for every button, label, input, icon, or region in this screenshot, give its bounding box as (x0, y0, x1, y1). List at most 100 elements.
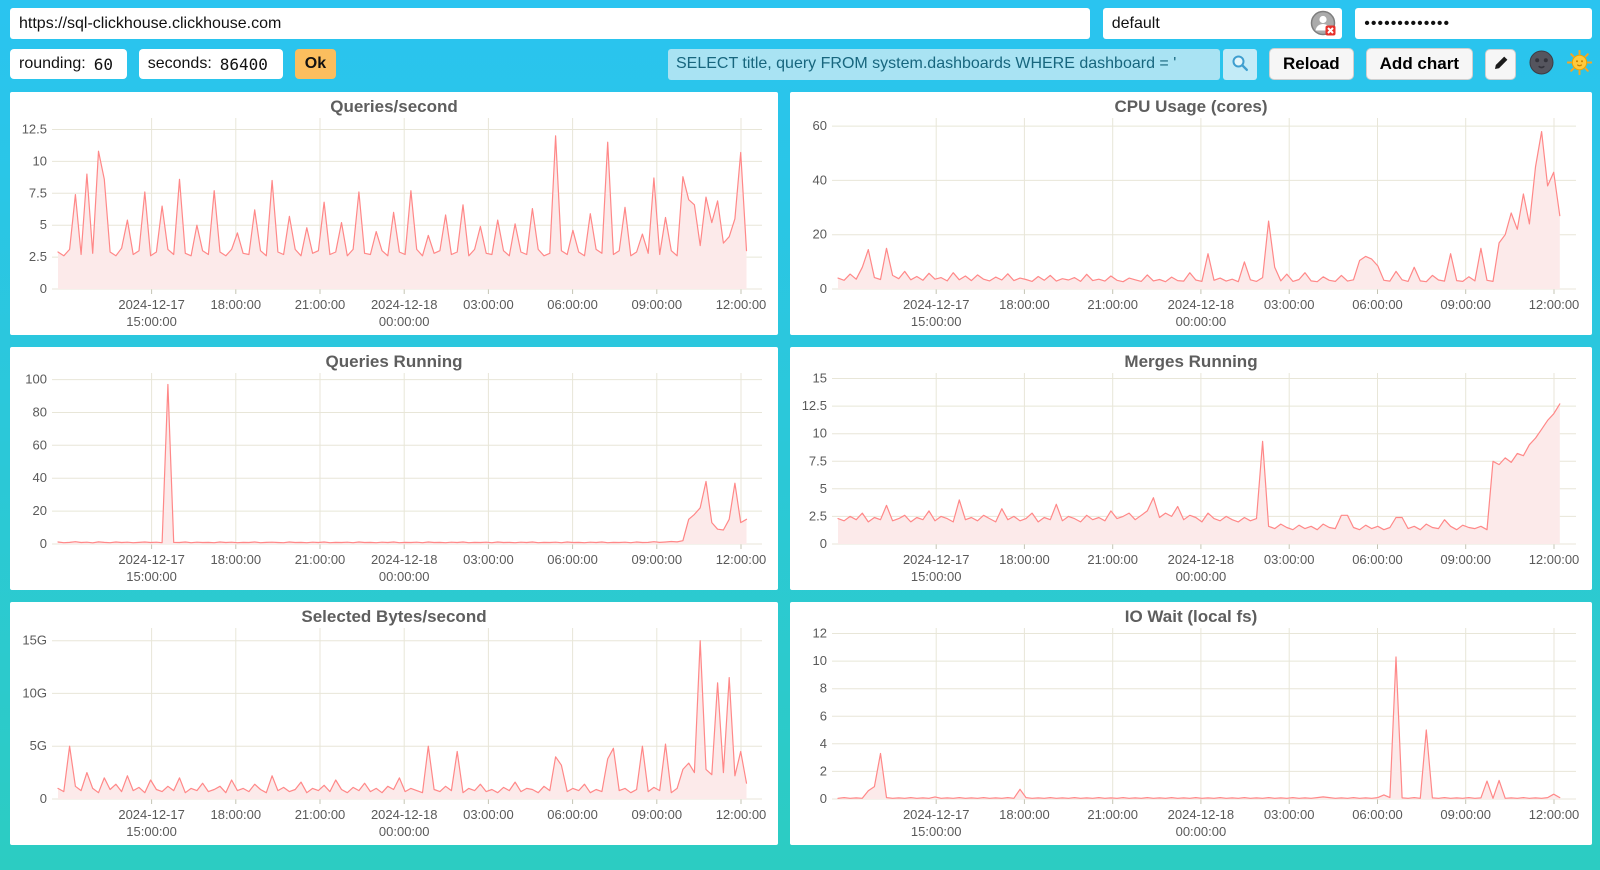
svg-text:2.5: 2.5 (809, 508, 827, 523)
svg-text:60: 60 (813, 118, 827, 133)
svg-text:2024-12-17: 2024-12-17 (903, 807, 970, 822)
edit-button[interactable] (1485, 48, 1516, 80)
svg-text:09:00:00: 09:00:00 (1440, 297, 1491, 312)
svg-text:100: 100 (25, 372, 47, 387)
add-chart-button[interactable]: Add chart (1365, 48, 1473, 80)
light-theme-toggle[interactable] (1566, 49, 1592, 78)
svg-text:21:00:00: 21:00:00 (295, 297, 346, 312)
svg-text:2024-12-18: 2024-12-18 (1168, 552, 1235, 567)
svg-text:5G: 5G (30, 738, 47, 753)
svg-text:0: 0 (820, 791, 827, 806)
chart-merges-running[interactable]: Merges Running 2024-12-17 15:00:00 18:00:0… (790, 347, 1592, 590)
svg-text:09:00:00: 09:00:00 (631, 807, 682, 822)
svg-text:10: 10 (813, 653, 827, 668)
svg-text:15:00:00: 15:00:00 (126, 569, 177, 584)
svg-text:18:00:00: 18:00:00 (999, 297, 1050, 312)
svg-text:00:00:00: 00:00:00 (379, 569, 430, 584)
svg-text:8: 8 (820, 681, 827, 696)
user-input[interactable] (1102, 8, 1343, 39)
chart-io-wait[interactable]: IO Wait (local fs) 2024-12-17 15:00:00 18:… (790, 602, 1592, 845)
svg-text:09:00:00: 09:00:00 (631, 297, 682, 312)
chart-selected-bytes-per-second[interactable]: Selected Bytes/second 2024-12-17 15:00:00… (10, 602, 778, 845)
svg-text:2024-12-18: 2024-12-18 (371, 552, 438, 567)
svg-text:2024-12-18: 2024-12-18 (1168, 297, 1235, 312)
svg-text:2024-12-17: 2024-12-17 (118, 552, 185, 567)
svg-text:15:00:00: 15:00:00 (126, 314, 177, 329)
svg-text:5: 5 (820, 481, 827, 496)
svg-text:18:00:00: 18:00:00 (999, 552, 1050, 567)
svg-text:60: 60 (33, 437, 47, 452)
svg-text:2024-12-17: 2024-12-17 (118, 297, 185, 312)
ok-button[interactable]: Ok (294, 49, 337, 79)
svg-text:03:00:00: 03:00:00 (463, 807, 514, 822)
svg-text:12:00:00: 12:00:00 (716, 297, 767, 312)
svg-text:06:00:00: 06:00:00 (547, 297, 598, 312)
svg-text:06:00:00: 06:00:00 (547, 807, 598, 822)
magnifier-icon (1231, 54, 1249, 75)
svg-text:10G: 10G (22, 685, 47, 700)
svg-text:18:00:00: 18:00:00 (210, 552, 261, 567)
svg-text:12:00:00: 12:00:00 (1529, 807, 1580, 822)
svg-text:15: 15 (813, 371, 827, 386)
svg-text:40: 40 (813, 172, 827, 187)
rounding-input[interactable] (90, 52, 123, 76)
svg-text:2024-12-17: 2024-12-17 (903, 297, 970, 312)
svg-text:03:00:00: 03:00:00 (1264, 297, 1315, 312)
url-input[interactable] (10, 8, 1090, 39)
svg-text:03:00:00: 03:00:00 (463, 297, 514, 312)
svg-text:06:00:00: 06:00:00 (1352, 807, 1403, 822)
svg-text:18:00:00: 18:00:00 (999, 807, 1050, 822)
svg-text:0: 0 (820, 281, 827, 296)
svg-text:15:00:00: 15:00:00 (126, 824, 177, 839)
svg-text:21:00:00: 21:00:00 (295, 807, 346, 822)
svg-text:40: 40 (33, 470, 47, 485)
svg-text:18:00:00: 18:00:00 (210, 807, 261, 822)
svg-text:15:00:00: 15:00:00 (911, 314, 962, 329)
svg-text:21:00:00: 21:00:00 (1087, 297, 1138, 312)
svg-text:21:00:00: 21:00:00 (1087, 807, 1138, 822)
password-input[interactable] (1355, 8, 1592, 39)
rounding-control: rounding: (10, 49, 127, 79)
svg-text:2024-12-17: 2024-12-17 (903, 552, 970, 567)
chart-cpu-usage[interactable]: CPU Usage (cores) 2024-12-17 15:00:00 18:0… (790, 92, 1592, 335)
seconds-label: seconds: (147, 55, 212, 72)
svg-text:0: 0 (40, 281, 47, 296)
svg-text:0: 0 (820, 536, 827, 551)
sun-face-icon (1566, 49, 1592, 78)
chart-queries-per-second[interactable]: Queries/second 2024-12-17 15:00:00 18:00:0… (10, 92, 778, 335)
seconds-control: seconds: (138, 49, 283, 79)
svg-text:0: 0 (40, 536, 47, 551)
user-field-wrap (1102, 8, 1343, 39)
svg-text:00:00:00: 00:00:00 (1176, 824, 1227, 839)
svg-text:20: 20 (813, 227, 827, 242)
search-button[interactable] (1222, 48, 1257, 80)
svg-text:20: 20 (33, 503, 47, 518)
dark-theme-toggle[interactable] (1528, 50, 1554, 77)
svg-text:2.5: 2.5 (29, 249, 47, 264)
svg-text:00:00:00: 00:00:00 (379, 824, 430, 839)
reload-button[interactable]: Reload (1268, 48, 1354, 80)
svg-text:21:00:00: 21:00:00 (1087, 552, 1138, 567)
seconds-input[interactable] (216, 52, 279, 76)
svg-text:09:00:00: 09:00:00 (631, 552, 682, 567)
rounding-label: rounding: (19, 55, 86, 72)
user-x-icon (1310, 10, 1337, 37)
dashboard-query-wrap (667, 48, 1257, 80)
charts-grid: Queries/second 2024-12-17 15:00:00 18:00:0… (10, 92, 1592, 845)
svg-text:10: 10 (33, 153, 47, 168)
svg-text:12: 12 (813, 626, 827, 641)
chart-queries-running[interactable]: Queries Running 2024-12-17 15:00:00 18:00:… (10, 347, 778, 590)
svg-text:12.5: 12.5 (802, 398, 827, 413)
svg-text:2024-12-18: 2024-12-18 (1168, 807, 1235, 822)
svg-text:03:00:00: 03:00:00 (1264, 807, 1315, 822)
svg-text:18:00:00: 18:00:00 (210, 297, 261, 312)
svg-text:15:00:00: 15:00:00 (911, 824, 962, 839)
pencil-icon (1493, 55, 1509, 74)
svg-text:09:00:00: 09:00:00 (1440, 807, 1491, 822)
svg-text:2: 2 (820, 763, 827, 778)
svg-text:2024-12-17: 2024-12-17 (118, 807, 185, 822)
dashboard-query-input[interactable] (667, 48, 1220, 80)
svg-text:15G: 15G (22, 633, 47, 648)
connection-bar (10, 8, 1592, 39)
svg-text:09:00:00: 09:00:00 (1440, 552, 1491, 567)
